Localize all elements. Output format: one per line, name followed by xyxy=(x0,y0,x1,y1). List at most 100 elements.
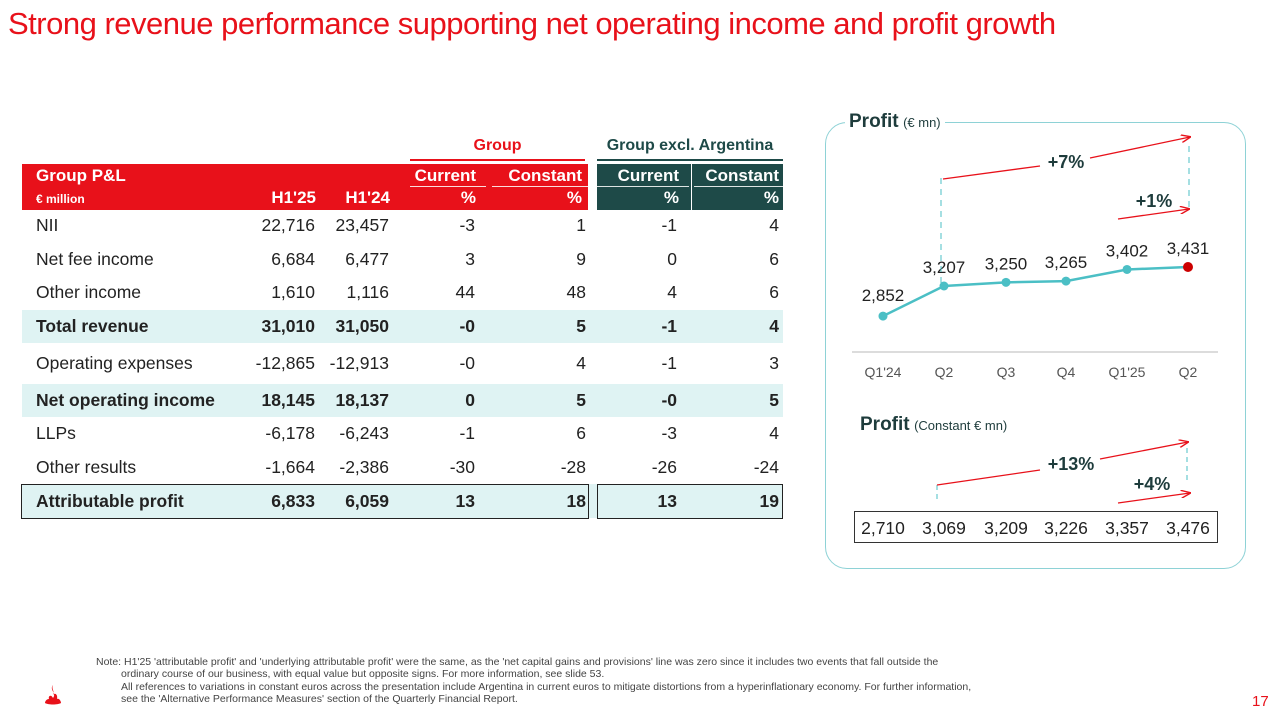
col-excl-constant-pct: % xyxy=(763,188,779,207)
cell-excl-current: -3 xyxy=(661,423,677,443)
cell-excl-current: 13 xyxy=(657,491,677,511)
cell-h125: 18,145 xyxy=(261,390,315,410)
cell-h124: 23,457 xyxy=(335,215,389,235)
cell-h125: 1,610 xyxy=(271,282,315,302)
col-excl-constant: Constant xyxy=(705,166,779,185)
col-h125: H1'25 xyxy=(271,188,316,207)
attributable-profit-border-group xyxy=(21,484,589,519)
cell-h124: 6,059 xyxy=(345,491,389,511)
cell-excl-current: -0 xyxy=(661,390,677,410)
cell-h125: -6,178 xyxy=(265,423,315,443)
cell-excl-constant: 4 xyxy=(769,316,779,336)
cell-excl-current: 4 xyxy=(667,282,677,302)
header-divider xyxy=(694,186,783,187)
col-group-current: Current xyxy=(414,166,476,185)
col-excl-current: Current xyxy=(617,166,679,185)
cell-excl-constant: 5 xyxy=(769,390,779,410)
footnote: Note: H1'25 'attributable profit' and 'u… xyxy=(96,656,1076,705)
page-number: 17 xyxy=(1252,693,1269,710)
header-divider xyxy=(597,186,689,187)
page-title: Strong revenue performance supporting ne… xyxy=(8,6,1056,41)
cell-excl-constant: -24 xyxy=(753,457,779,477)
cell-h124: -12,913 xyxy=(329,353,389,373)
constant-profit-title-unit: (Constant € mn) xyxy=(914,418,1008,433)
cell-group-current: 3 xyxy=(465,249,475,269)
row-label: LLPs xyxy=(36,423,76,443)
constant-profit-value: 3,357 xyxy=(1105,518,1149,538)
group-header-underline xyxy=(410,159,585,161)
cell-group-constant: 18 xyxy=(566,491,586,511)
cell-group-current: -0 xyxy=(459,316,475,336)
cell-h125: -12,865 xyxy=(255,353,315,373)
constant-profit-value: 3,226 xyxy=(1044,518,1088,538)
cell-h125: 6,684 xyxy=(271,249,315,269)
cell-group-current: 44 xyxy=(455,282,475,302)
row-label: Attributable profit xyxy=(36,491,184,511)
cell-group-current: -1 xyxy=(459,423,475,443)
cell-excl-current: -1 xyxy=(661,316,677,336)
col-group-current-pct: % xyxy=(460,188,476,207)
constant-profit-values-box xyxy=(854,511,1218,543)
table-header-dark xyxy=(597,164,783,210)
header-unit: € million xyxy=(36,192,85,206)
santander-flame-logo-icon xyxy=(45,685,61,705)
cell-group-current: -0 xyxy=(459,353,475,373)
cell-excl-current: -26 xyxy=(651,457,677,477)
row-label: Total revenue xyxy=(36,316,149,336)
group-header: Group xyxy=(473,137,522,154)
cell-h125: 31,010 xyxy=(261,316,315,336)
constant-profit-title: Profit (Constant € mn) xyxy=(860,414,1007,436)
cell-h125: 22,716 xyxy=(261,215,315,235)
cell-h125: 6,833 xyxy=(271,491,315,511)
profit-card xyxy=(825,122,1246,569)
row-label: NII xyxy=(36,215,59,235)
cell-excl-constant: 4 xyxy=(769,215,779,235)
header-vertical-divider xyxy=(691,164,692,210)
cell-group-constant: 5 xyxy=(576,390,586,410)
cell-h125: -1,664 xyxy=(265,457,315,477)
col-group-constant: Constant xyxy=(508,166,582,185)
cell-excl-current: 0 xyxy=(667,249,677,269)
group-excl-argentina-header: Group excl. Argentina xyxy=(606,137,774,154)
cell-h124: 31,050 xyxy=(335,316,389,336)
constant-profit-value: 2,710 xyxy=(861,518,905,538)
total-revenue-band xyxy=(22,310,783,343)
cell-group-current: 13 xyxy=(455,491,475,511)
cell-group-constant: 4 xyxy=(576,353,586,373)
col-h124: H1'24 xyxy=(345,188,390,207)
cell-h124: 6,477 xyxy=(345,249,389,269)
cell-group-current: 0 xyxy=(465,390,475,410)
net-operating-income-band xyxy=(22,384,783,417)
footnote-line: see the 'Alternative Performance Measure… xyxy=(121,692,518,705)
cell-group-constant: 1 xyxy=(576,215,586,235)
footnote-line: Note: H1'25 'attributable profit' and 'u… xyxy=(96,656,939,668)
cell-group-constant: 6 xyxy=(576,423,586,443)
row-label: Net operating income xyxy=(36,390,215,410)
profit-title: Profit (€ mn) xyxy=(845,111,945,133)
row-label: Net fee income xyxy=(36,249,154,269)
cell-excl-constant: 19 xyxy=(759,491,779,511)
cell-excl-current: -1 xyxy=(661,353,677,373)
footnote-line: All references to variations in constant… xyxy=(121,680,972,693)
cell-group-constant: -28 xyxy=(560,457,586,477)
attributable-profit-border-excl xyxy=(597,484,783,519)
cell-excl-constant: 6 xyxy=(769,249,779,269)
header-divider xyxy=(410,186,486,187)
profit-title-text: Profit xyxy=(849,111,899,132)
cell-group-constant: 9 xyxy=(576,249,586,269)
row-label: Other results xyxy=(36,457,137,477)
footnote-line: ordinary course of our business, with eq… xyxy=(121,668,605,681)
cell-h124: 1,116 xyxy=(346,282,390,302)
table-header-red xyxy=(22,164,588,210)
cell-excl-current: -1 xyxy=(661,215,677,235)
cell-h124: 18,137 xyxy=(335,390,389,410)
profit-title-unit: (€ mn) xyxy=(903,115,941,130)
row-label: Other income xyxy=(36,282,142,302)
header-label: Group P&L xyxy=(36,166,126,185)
constant-profit-value: 3,476 xyxy=(1166,518,1210,538)
cell-excl-constant: 3 xyxy=(769,353,779,373)
cell-group-current: -3 xyxy=(459,215,475,235)
cell-excl-constant: 4 xyxy=(769,423,779,443)
col-group-constant-pct: % xyxy=(566,188,582,207)
col-excl-current-pct: % xyxy=(663,188,679,207)
